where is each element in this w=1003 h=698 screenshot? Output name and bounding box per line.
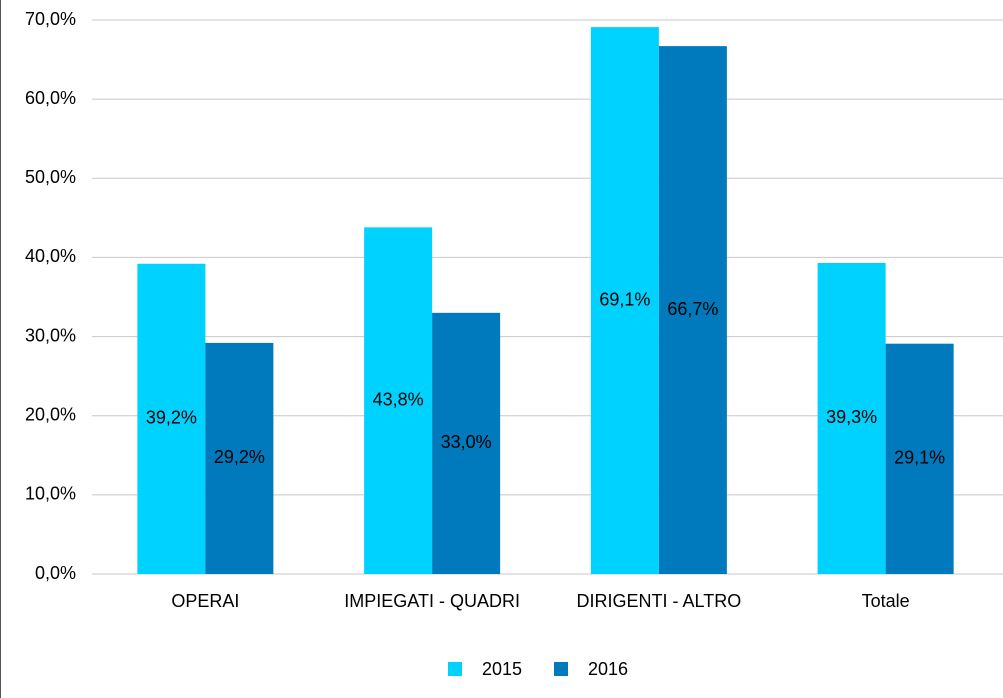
y-tick-label: 30,0%: [25, 325, 76, 345]
bar: [432, 312, 501, 574]
x-tick-label: Totale: [862, 591, 910, 611]
y-tick-label: 20,0%: [25, 404, 76, 424]
data-label: 29,1%: [894, 448, 945, 468]
data-label: 43,8%: [373, 389, 424, 409]
y-tick-label: 60,0%: [25, 88, 76, 108]
bar: [364, 227, 433, 574]
x-tick-label: OPERAI: [171, 591, 239, 611]
data-label: 69,1%: [599, 289, 650, 309]
x-tick-label: DIRIGENTI - ALTRO: [577, 591, 742, 611]
legend-label: 2016: [588, 659, 628, 679]
data-label: 66,7%: [667, 299, 718, 319]
bar: [590, 27, 659, 574]
data-label: 29,2%: [214, 447, 265, 467]
bar: [658, 46, 727, 575]
y-tick-label: 10,0%: [25, 484, 76, 504]
data-label: 39,3%: [826, 407, 877, 427]
y-tick-label: 0,0%: [35, 563, 76, 583]
legend-swatch: [448, 662, 462, 676]
bar: [885, 343, 954, 574]
x-tick-label: IMPIEGATI - QUADRI: [344, 591, 520, 611]
bar: [137, 263, 206, 574]
y-tick-label: 50,0%: [25, 167, 76, 187]
bar: [205, 342, 274, 574]
bar: [817, 262, 886, 574]
data-label: 39,2%: [146, 408, 197, 428]
data-label: 33,0%: [441, 432, 492, 452]
y-tick-label: 40,0%: [25, 246, 76, 266]
legend-swatch: [554, 662, 568, 676]
legend-label: 2015: [482, 659, 522, 679]
y-tick-label: 70,0%: [25, 9, 76, 29]
